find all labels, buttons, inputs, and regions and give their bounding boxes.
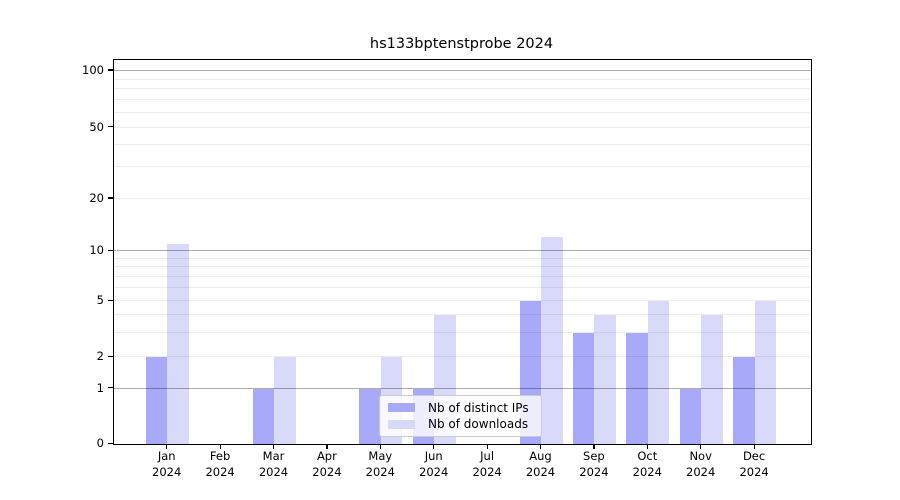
x-tick-mark <box>273 444 275 449</box>
x-tick-mark <box>700 444 702 449</box>
y-tick-label: 10 <box>89 243 104 258</box>
bar-downloads-mar <box>274 357 296 444</box>
gridline-minor <box>114 88 811 90</box>
gridline-minor <box>114 276 811 278</box>
y-tick-label: 1 <box>96 380 104 395</box>
legend: Nb of distinct IPs Nb of downloads <box>379 395 542 437</box>
bar-downloads-jan <box>167 244 189 444</box>
gridline-minor <box>114 143 811 145</box>
gridline-major <box>114 387 811 389</box>
x-tick-mark <box>646 444 649 449</box>
grid-layer <box>114 60 811 444</box>
legend-item-downloads: Nb of downloads <box>388 417 533 431</box>
x-tick-label: Nov 2024 <box>686 449 716 479</box>
y-tick-label: 2 <box>96 349 104 364</box>
y-tick-mark <box>108 249 113 252</box>
gridline-minor <box>114 331 811 333</box>
x-tick-mark <box>166 444 168 449</box>
y-tick-mark <box>108 442 113 444</box>
y-tick-label: 100 <box>82 62 104 77</box>
x-tick-label: Apr 2024 <box>312 449 342 479</box>
x-tick-label: Oct 2024 <box>632 449 662 479</box>
legend-label-distinct-ips: Nb of distinct IPs <box>428 400 529 415</box>
gridline-minor <box>114 287 811 289</box>
bar-distinct-ips-nov <box>679 388 702 444</box>
plot-area: Nb of distinct IPs Nb of downloads <box>113 59 812 445</box>
bar-distinct-ips-mar <box>252 388 274 444</box>
gridline-minor <box>114 126 811 128</box>
gridline-minor <box>114 266 811 268</box>
y-tick-label: 50 <box>89 119 104 134</box>
chart-title: hs133bptenstprobe 2024 <box>369 36 554 52</box>
x-tick-label: Feb 2024 <box>205 449 235 479</box>
gridline-minor <box>114 78 811 80</box>
x-tick-label: May 2024 <box>365 449 395 479</box>
x-tick-mark <box>326 444 328 449</box>
x-tick-label: Jun 2024 <box>419 449 449 479</box>
gridline-minor <box>114 356 811 358</box>
legend-swatch-downloads <box>388 419 415 429</box>
bar-distinct-ips-jan <box>145 357 168 444</box>
y-tick-mark <box>108 197 113 199</box>
bar-downloads-dec <box>754 301 777 444</box>
x-tick-mark <box>219 444 221 449</box>
bar-downloads-aug <box>541 237 563 444</box>
y-tick-label: 5 <box>96 293 104 308</box>
y-tick-mark <box>108 126 113 128</box>
bar-distinct-ips-sep <box>572 332 595 444</box>
gridline-major <box>114 250 811 252</box>
x-tick-label: Jul 2024 <box>472 449 502 479</box>
gridline-minor <box>114 166 811 168</box>
gridline-minor <box>114 111 811 113</box>
legend-swatch-distinct-ips <box>388 403 415 413</box>
bar-distinct-ips-may <box>359 388 381 444</box>
y-tick-mark <box>108 355 113 358</box>
x-tick-label: Sep 2024 <box>579 449 609 479</box>
bar-downloads-sep <box>594 315 616 444</box>
bar-downloads-oct <box>647 301 670 444</box>
bar-distinct-ips-dec <box>733 357 755 444</box>
y-tick-mark <box>108 387 113 389</box>
gridline-minor <box>114 314 811 316</box>
legend-item-distinct-ips: Nb of distinct IPs <box>388 401 533 415</box>
x-tick-label: Jan 2024 <box>152 449 182 479</box>
y-tick-mark <box>108 69 113 71</box>
y-tick-mark <box>108 299 113 302</box>
y-tick-label: 20 <box>89 190 104 205</box>
bar-downloads-nov <box>701 315 723 444</box>
gridline-major <box>114 69 811 71</box>
x-tick-label: Mar 2024 <box>258 449 289 479</box>
x-tick-mark <box>486 444 488 449</box>
x-tick-mark <box>540 444 542 449</box>
x-tick-label: Dec 2024 <box>739 449 769 479</box>
x-tick-mark <box>593 444 595 449</box>
y-tick-label: 0 <box>96 436 104 450</box>
gridline-minor <box>114 99 811 101</box>
legend-label-downloads: Nb of downloads <box>428 417 529 432</box>
x-tick-mark <box>753 444 755 449</box>
x-tick-mark <box>379 444 382 449</box>
gridline-minor <box>114 257 811 259</box>
bar-distinct-ips-oct <box>626 332 648 444</box>
gridline-minor <box>114 197 811 199</box>
x-tick-label: Aug 2024 <box>525 449 556 479</box>
gridline-minor <box>114 300 811 302</box>
x-tick-mark <box>433 444 435 449</box>
